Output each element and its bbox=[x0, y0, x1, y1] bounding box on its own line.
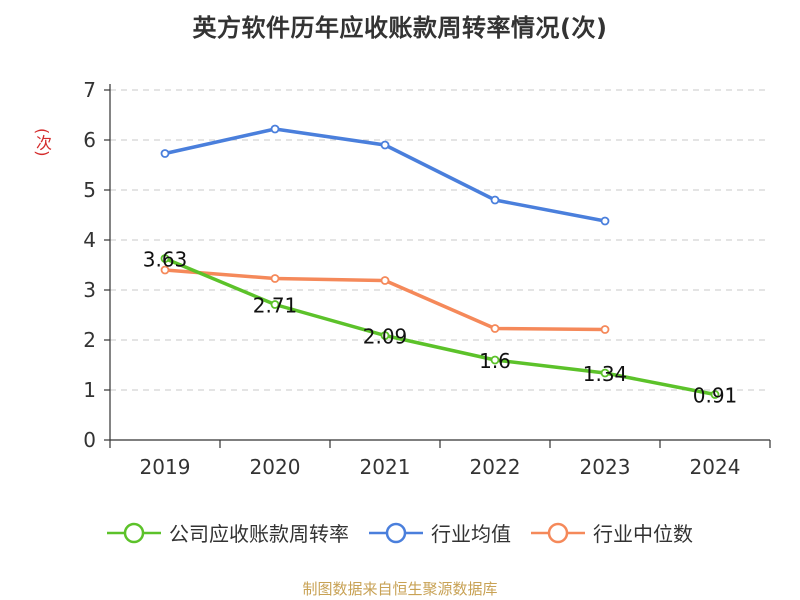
legend-line-marker-icon bbox=[369, 522, 423, 543]
chart-title: 英方软件历年应收账款周转率情况(次) bbox=[192, 14, 608, 42]
y-tick-label: 2 bbox=[83, 328, 96, 352]
data-point bbox=[160, 149, 170, 158]
data-point bbox=[600, 368, 610, 378]
data-point bbox=[600, 325, 610, 334]
legend-label: 公司应收账款周转率 bbox=[169, 522, 349, 546]
data-point bbox=[160, 254, 170, 263]
data-label: 2.09 bbox=[363, 325, 408, 349]
data-point bbox=[380, 331, 390, 340]
data-point bbox=[490, 195, 500, 205]
legend-line-marker-icon bbox=[107, 522, 161, 543]
legend-item[interactable]: 行业中位数 bbox=[531, 518, 693, 547]
y-axis-label: (次) bbox=[33, 128, 52, 157]
y-tick-label: 6 bbox=[83, 128, 96, 152]
data-label: 0.91 bbox=[693, 384, 738, 408]
x-tick-label: 2019 bbox=[140, 455, 191, 479]
y-tick-label: 3 bbox=[83, 278, 96, 302]
data-point bbox=[160, 265, 170, 275]
data-point bbox=[270, 274, 280, 283]
legend-label: 行业均值 bbox=[431, 522, 511, 546]
x-tick-label: 2022 bbox=[470, 455, 521, 479]
data-point bbox=[270, 124, 280, 134]
legend-line-marker-icon bbox=[531, 522, 585, 543]
data-point bbox=[490, 355, 500, 365]
data-label: 1.6 bbox=[479, 349, 511, 373]
y-tick-label: 7 bbox=[83, 78, 96, 102]
data-point bbox=[710, 390, 720, 399]
legend-label: 行业中位数 bbox=[593, 522, 693, 546]
data-label: 3.63 bbox=[143, 248, 188, 272]
legend-item[interactable]: 行业均值 bbox=[369, 518, 511, 547]
data-point bbox=[380, 276, 390, 285]
y-tick-label: 0 bbox=[83, 428, 96, 452]
x-tick-label: 2024 bbox=[690, 455, 741, 479]
data-point bbox=[600, 216, 610, 226]
legend-item[interactable]: 公司应收账款周转率 bbox=[107, 518, 349, 547]
data-source-note: 制图数据来自恒生聚源数据库 bbox=[302, 580, 498, 598]
y-tick-label: 5 bbox=[83, 178, 96, 202]
y-tick-label: 4 bbox=[83, 228, 96, 252]
y-tick-label: 1 bbox=[83, 378, 96, 402]
series-line bbox=[164, 256, 716, 397]
x-tick-label: 2023 bbox=[580, 455, 631, 479]
x-tick-label: 2021 bbox=[360, 455, 411, 479]
data-point bbox=[380, 140, 390, 150]
data-label: 2.71 bbox=[253, 294, 298, 318]
chart-legend: 公司应收账款周转率 行业均值 行业中位数 bbox=[0, 518, 800, 547]
data-point bbox=[490, 324, 500, 333]
x-tick-label: 2020 bbox=[250, 455, 301, 479]
data-point bbox=[270, 300, 280, 309]
data-label: 1.34 bbox=[583, 362, 628, 386]
